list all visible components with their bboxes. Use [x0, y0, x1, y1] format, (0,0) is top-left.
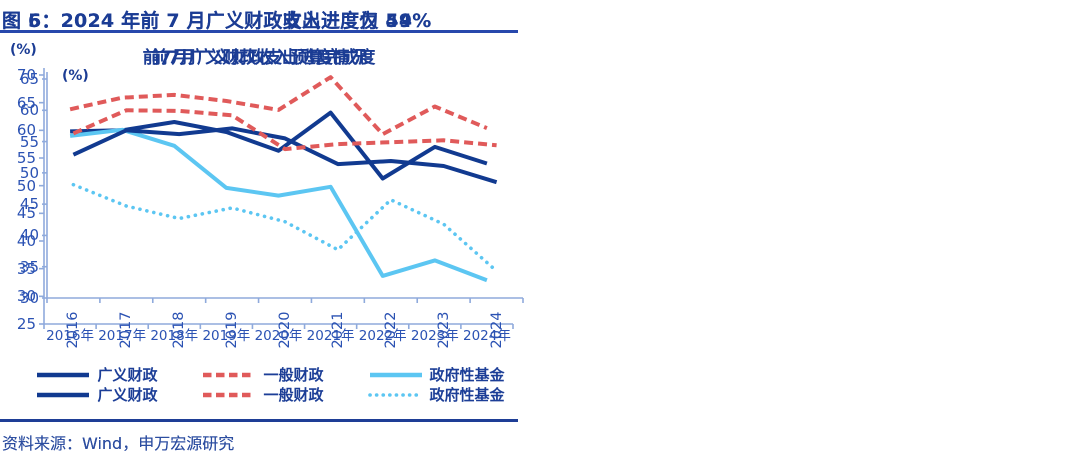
x-axis-tick-label: 2017年	[98, 328, 147, 344]
y-axis-unit-label: (%)	[62, 68, 89, 84]
figure-5-source-note: 资料来源：Wind，申万宏源研究	[2, 434, 235, 453]
x-axis-tick-label: 2019	[224, 311, 241, 349]
series-line-general-public-budget	[69, 75, 488, 137]
series-line-broad-fiscal	[70, 110, 488, 181]
chart-title: 前7月广义财政收入预算完成度	[142, 48, 376, 68]
x-axis-tick-label: 2024年	[463, 328, 511, 344]
y-axis-tick-label: 60	[16, 121, 36, 140]
revenue-chart-plot	[39, 68, 514, 329]
expenditure-progress-chart: 前7月广义财政支出进度情况 (%) 65 60 55 50 45 40 35 30 2016 20…	[0, 36, 540, 366]
legend-label: 一般财政	[263, 366, 324, 384]
legend-item-broad-fiscal: 广义财政	[35, 364, 157, 385]
x-axis-tick-label: 2024	[488, 311, 505, 349]
x-axis-tick-label: 2022年	[358, 328, 407, 344]
figure-5-title: 图 5：2024 年前 7 月广义财政收入进度为 54%	[2, 10, 432, 32]
revenue-chart-legend: 广义财政 一般财政 政府性基金	[0, 364, 540, 385]
legend-swatch-general-public-budget	[203, 372, 256, 377]
revenue-progress-chart: 前7月广义财政收入预算完成度 (%) 70 65 60 55 50 45 40 35 30 25 2…	[0, 36, 540, 366]
x-axis-tick-label: 2018	[171, 311, 188, 349]
x-axis-tick-label: 2021	[329, 311, 346, 349]
x-axis-tick-label: 2016	[65, 311, 82, 349]
legend-item-government-funds: 政府性基金	[367, 384, 505, 405]
y-axis-tick-label: 65	[16, 93, 36, 112]
figure-6-title: 图 6：2024 年前 7 月广义财政支出进度仅 49%	[2, 10, 432, 32]
series-line-general-public-budget	[72, 108, 497, 152]
x-axis-tick-label: 2019年	[202, 328, 251, 344]
legend-item-government-funds: 政府性基金	[368, 364, 505, 385]
y-axis-tick-label: 35	[16, 259, 36, 278]
y-axis-tick-label: 40	[19, 226, 39, 245]
y-axis-tick-label: 60	[19, 101, 39, 120]
y-axis-tick-label: 30	[19, 289, 39, 307]
x-axis-tick-label: 2020年	[254, 328, 303, 344]
figure-6-title-underline	[0, 30, 518, 33]
expenditure-chart-axis-labels: 65 60 55 50 45 40 35 30 2016 2017 2018 2019 2020 2021…	[0, 36, 540, 366]
legend-swatch-broad-fiscal	[37, 372, 90, 377]
series-line-broad-fiscal	[72, 126, 498, 185]
legend-item-broad-fiscal: 广义财政	[35, 384, 157, 405]
legend-label: 广义财政	[97, 366, 158, 384]
expenditure-chart-legend: 广义财政 一般财政 政府性基金	[0, 384, 540, 405]
y-axis-tick-label: 50	[16, 176, 36, 195]
figure-6-source-note: 资料来源：Wind，申万宏源研究	[2, 434, 235, 453]
x-axis-tick-label: 2021年	[306, 328, 355, 344]
y-axis-unit-label: (%)	[10, 42, 37, 58]
x-axis-tick-label: 2022	[382, 311, 399, 349]
y-axis-tick-label: 45	[16, 204, 36, 223]
y-axis-tick-label: 35	[19, 257, 39, 276]
y-axis-tick-label: 45	[19, 195, 39, 214]
legend-swatch-broad-fiscal	[37, 392, 90, 397]
figure-6-source-divider	[0, 419, 518, 422]
x-axis-tick-label: 2018年	[150, 328, 199, 344]
x-axis-tick-label: 2017	[118, 311, 135, 349]
figure-5-panel: 图 5：2024 年前 7 月广义财政收入进度为 54% 前7月广义财政收入预算…	[0, 10, 540, 453]
legend-swatch-government-funds	[369, 372, 422, 377]
series-line-government-funds	[69, 127, 488, 283]
chart-title: 前7月广义财政支出进度情况	[151, 48, 367, 68]
expenditure-chart-plot	[42, 72, 524, 303]
figure-6-panel: 图 6：2024 年前 7 月广义财政支出进度仅 49% 前7月广义财政支出进度…	[0, 10, 540, 453]
legend-swatch-general-public-budget	[203, 392, 256, 397]
legend-swatch-government-funds	[367, 392, 424, 397]
y-axis-tick-label: 40	[16, 232, 36, 250]
y-axis-tick-label: 65	[19, 70, 39, 88]
x-axis-tick-label: 2020	[277, 311, 293, 349]
legend-label: 一般财政	[263, 386, 324, 404]
legend-label: 广义财政	[97, 386, 158, 404]
y-axis-tick-label: 25	[16, 315, 36, 333]
revenue-chart-axis-labels: 70 65 60 55 50 45 40 35 30 25 2016年 2017年 2018年 2019年…	[0, 36, 540, 366]
y-axis-tick-label: 55	[19, 132, 39, 151]
y-axis-tick-label: 30	[16, 287, 36, 306]
legend-label: 政府性基金	[429, 366, 505, 384]
series-line-government-funds	[71, 182, 499, 273]
x-axis-tick-label: 2023	[435, 311, 452, 349]
legend-item-general-public-budget: 一般财政	[201, 384, 324, 405]
y-axis-tick-label: 70	[16, 66, 36, 84]
legend-label: 政府性基金	[429, 386, 505, 404]
y-axis-tick-label: 50	[19, 163, 39, 182]
x-axis-tick-label: 2016年	[46, 328, 94, 344]
legend-item-general-public-budget: 一般财政	[201, 364, 324, 385]
x-axis-tick-label: 2023年	[410, 328, 459, 344]
y-axis-tick-label: 55	[16, 149, 36, 167]
